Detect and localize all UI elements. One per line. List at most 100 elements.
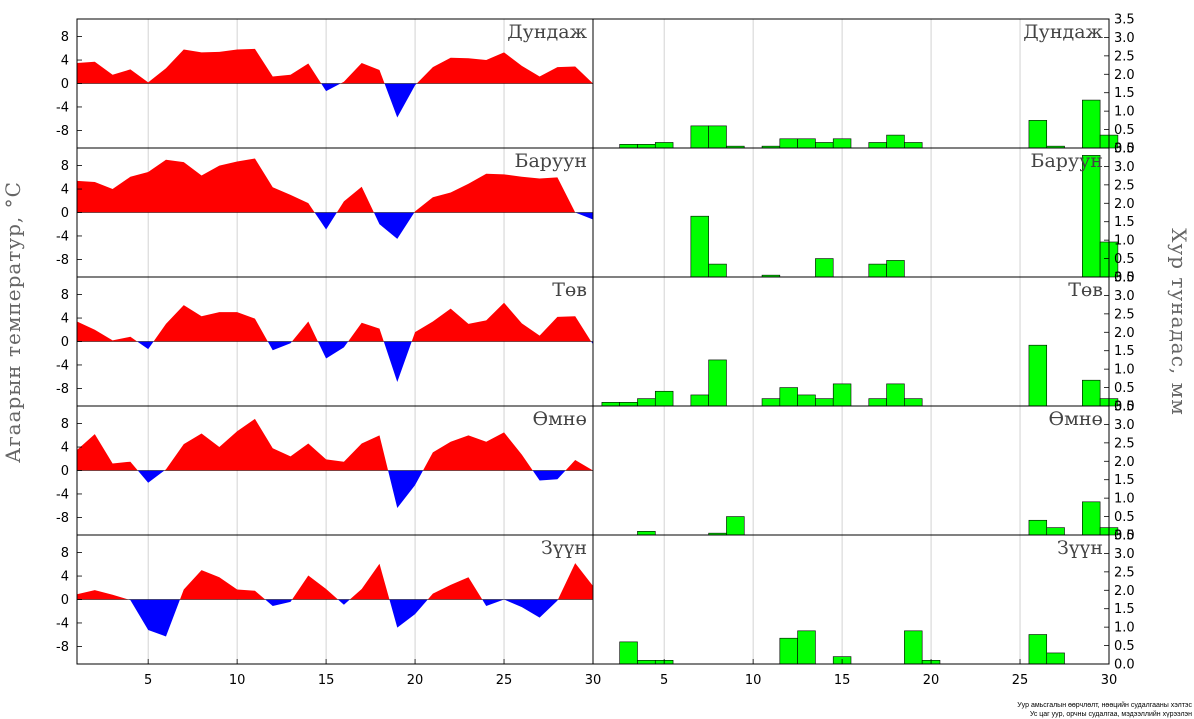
precip-tick-label: 1.5 [1114, 473, 1135, 488]
precip-bar [761, 398, 781, 407]
precip-bar [797, 394, 816, 407]
temp-tick-label: -4 [56, 616, 69, 631]
temp-x-tick-label: 20 [407, 673, 424, 688]
precip-tick-label: 2.0 [1114, 455, 1135, 470]
precip-bar [904, 142, 923, 149]
precip-bar [654, 390, 674, 407]
precip-tick-label: 3.5 [1114, 271, 1135, 286]
left-axis-label: Агаарын температур, °C [1, 181, 25, 463]
temp-tick-label: -4 [56, 358, 69, 373]
precip-tick-label: 2.0 [1114, 584, 1135, 599]
precip-tick-label: 3.0 [1114, 418, 1135, 433]
precip-tick-label: 0.5 [1114, 252, 1135, 267]
precip-bar [815, 398, 834, 407]
temp-tick-label: 0 [61, 593, 69, 608]
temp-tick-label: 8 [61, 546, 69, 561]
precip-panel-frame [592, 405, 1110, 536]
precip-tick-label: 0.0 [1114, 529, 1135, 544]
precip-bar [832, 138, 852, 149]
precip-bar [601, 402, 620, 407]
precip-bar [1082, 379, 1101, 407]
precip-bar [868, 263, 887, 278]
temp-tick-label: -4 [56, 229, 69, 244]
precip-tick-label: 0.0 [1114, 400, 1135, 415]
precip-bar [637, 660, 656, 665]
precip-tick-label: 2.5 [1114, 436, 1135, 451]
precip-bar [832, 383, 852, 407]
temp-x-tick-label: 15 [318, 673, 335, 688]
temp-tick-label: -8 [56, 253, 69, 268]
temp-tick-label: 4 [61, 441, 69, 456]
temp-tick-label: 8 [61, 288, 69, 303]
temp-region-label: Өмнө [533, 408, 587, 430]
precip-tick-label: 1.0 [1114, 234, 1135, 249]
precip-bar [779, 387, 798, 407]
precip-bar [1046, 652, 1065, 665]
temp-tick-label: 4 [61, 312, 69, 327]
precip-bar [815, 142, 834, 149]
precip-bar [708, 263, 727, 278]
precip-bar [779, 138, 798, 149]
temperature-negative-area [77, 83, 593, 118]
temp-tick-label: -8 [56, 382, 69, 397]
right-axis-label: Хур тунадас, мм [1167, 228, 1191, 416]
precip-tick-label: 3.0 [1114, 289, 1135, 304]
precip-tick-label: 3.5 [1114, 400, 1135, 415]
precip-bar [904, 398, 923, 407]
precip-bar [1028, 344, 1048, 407]
precip-bar [726, 516, 745, 536]
temperature-positive-area [77, 418, 593, 471]
precipitation-panels [601, 19, 1119, 665]
precip-bar [1082, 501, 1101, 536]
precip-tick-label: 0.5 [1114, 639, 1135, 654]
precip-bar [797, 630, 816, 665]
precip-bar [1082, 99, 1101, 149]
precip-tick-label: 2.5 [1114, 565, 1135, 580]
precip-bar [1082, 155, 1101, 278]
temperature-positive-area [77, 158, 593, 213]
temp-tick-label: 8 [61, 159, 69, 174]
temp-region-label: Төв [552, 279, 587, 301]
temp-tick-label: -8 [56, 511, 69, 526]
precip-tick-label: 0.5 [1114, 123, 1135, 138]
temp-tick-label: -4 [56, 487, 69, 502]
temp-tick-label: 4 [61, 54, 69, 69]
temperature-negative-area [77, 341, 593, 382]
precip-bar [690, 215, 709, 278]
temp-x-tick-label: 25 [496, 673, 513, 688]
temp-region-label: Зүүн [541, 537, 587, 559]
precip-bar [868, 142, 887, 149]
precip-bar [654, 142, 674, 149]
credit-line-1: Уур амьсгалын өөрчлөлт, нөөцийн судалгаа… [1017, 701, 1192, 709]
temperature-positive-area [77, 563, 593, 600]
precip-panel-frame [592, 534, 1110, 665]
precip-bar [886, 134, 905, 149]
precip-bar [815, 258, 834, 278]
precip-tick-label: 3.0 [1114, 31, 1135, 46]
temp-region-label: Дундаж [507, 21, 587, 43]
precip-tick-label: 2.0 [1114, 197, 1135, 212]
precip-tick-label: 3.5 [1114, 529, 1135, 544]
precip-tick-label: 1.0 [1114, 363, 1135, 378]
temp-x-tick-label: 5 [144, 673, 152, 688]
precip-bar [690, 394, 709, 407]
temperature-negative-area [77, 599, 593, 637]
temp-tick-label: -8 [56, 124, 69, 139]
precip-bar [690, 125, 709, 149]
precip-tick-label: 2.5 [1114, 307, 1135, 322]
precip-tick-label: 1.5 [1114, 602, 1135, 617]
precip-tick-label: 2.0 [1114, 68, 1135, 83]
precip-tick-label: 2.5 [1114, 178, 1135, 193]
precip-tick-label: 3.0 [1114, 160, 1135, 175]
precip-region-label: Зүүн [1057, 537, 1103, 559]
temperature-positive-area [77, 48, 593, 84]
precip-x-tick-label: 15 [834, 673, 851, 688]
precip-x-tick-label: 10 [745, 673, 762, 688]
precip-bar [1028, 519, 1048, 536]
temp-tick-label: 0 [61, 335, 69, 350]
precip-region-label: Өмнө [1049, 408, 1103, 430]
temperature-negative-area [77, 470, 593, 509]
precip-tick-label: 1.5 [1114, 344, 1135, 359]
precip-bar [637, 398, 656, 407]
temp-tick-label: -8 [56, 640, 69, 655]
